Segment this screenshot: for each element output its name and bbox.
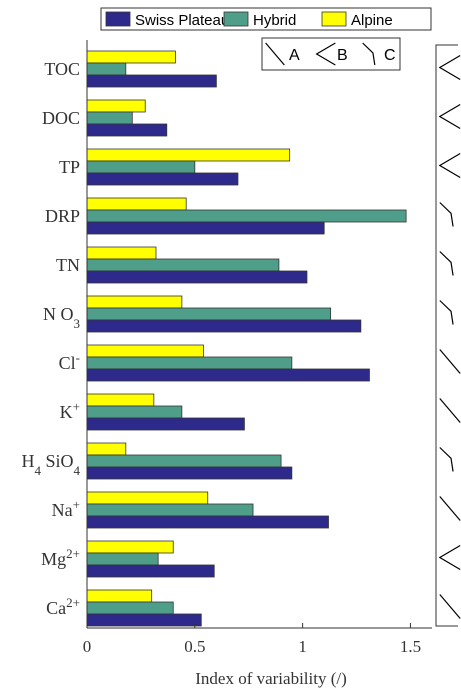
bar-swiss-plateau-na bbox=[86, 515, 329, 529]
bar-swiss-plateau-no3 bbox=[86, 319, 362, 333]
category-label-no3: N O3 bbox=[43, 304, 80, 331]
pattern-mark-k-icon bbox=[439, 398, 461, 423]
category-label-h4sio4: H4 SiO4 bbox=[21, 451, 80, 478]
plot-area: TOC DOC TP DRP TN N O3 Cl- K+ H4 SiO4 Na+ Mg2+ Ca2+… bbox=[21, 40, 432, 656]
bar-alpine-k bbox=[86, 393, 155, 407]
x-tick-label: 0 bbox=[83, 637, 92, 656]
category-label-drp: DRP bbox=[45, 206, 80, 226]
bar-swiss-plateau-mg2 bbox=[86, 564, 215, 578]
legend-label-alpine: Alpine bbox=[351, 12, 393, 29]
bar-hybrid-doc bbox=[86, 111, 133, 125]
category-label-doc: DOC bbox=[42, 108, 80, 128]
pattern-mark-mg2-icon bbox=[438, 544, 461, 571]
bar-swiss-plateau-tn bbox=[86, 270, 308, 284]
pattern-mark-h4sio4-icon bbox=[439, 447, 454, 472]
pattern-strip-frame bbox=[435, 44, 458, 627]
pattern-mark-ca2-icon bbox=[439, 594, 461, 619]
category-label-tn: TN bbox=[56, 255, 80, 275]
x-tick-label: 1.5 bbox=[400, 637, 421, 656]
bar-alpine-drp bbox=[86, 197, 187, 211]
category-label-ca2: Ca2+ bbox=[46, 595, 80, 619]
x-tick-label: 1 bbox=[298, 637, 307, 656]
x-tick-label: 0.5 bbox=[184, 637, 205, 656]
bar-hybrid-na bbox=[86, 503, 254, 517]
pattern-b-icon bbox=[315, 42, 336, 66]
pattern-mark-toc-icon bbox=[438, 54, 461, 81]
bar-swiss-plateau-h4sio4 bbox=[86, 466, 293, 480]
pattern-label-b: B bbox=[337, 47, 348, 64]
bar-alpine-cl bbox=[86, 344, 204, 358]
bar-alpine-mg2 bbox=[86, 540, 174, 554]
pattern-mark-na-icon bbox=[439, 496, 461, 521]
bar-swiss-plateau-tp bbox=[86, 172, 239, 186]
bar-alpine-na bbox=[86, 491, 209, 505]
bar-hybrid-cl bbox=[86, 356, 293, 370]
legend-swatch-swiss-plateau bbox=[105, 11, 131, 27]
legend-box bbox=[100, 7, 432, 31]
bar-alpine-tp bbox=[86, 148, 291, 162]
category-label-k: K+ bbox=[60, 399, 80, 423]
pattern-mark-doc-icon bbox=[438, 103, 461, 130]
legend-swatch-alpine bbox=[321, 11, 347, 27]
bar-swiss-plateau-toc bbox=[86, 74, 217, 88]
category-label-tp: TP bbox=[59, 157, 80, 177]
legend-label-hybrid: Hybrid bbox=[253, 12, 296, 29]
bar-hybrid-tp bbox=[86, 160, 196, 174]
pattern-mark-cl-icon bbox=[439, 349, 461, 374]
bar-hybrid-ca2 bbox=[86, 601, 174, 615]
pattern-label-c: C bbox=[384, 47, 396, 64]
bar-swiss-plateau-cl bbox=[86, 368, 370, 382]
pattern-mark-tn-icon bbox=[439, 251, 454, 276]
bar-hybrid-k bbox=[86, 405, 183, 419]
bar-alpine-h4sio4 bbox=[86, 442, 127, 456]
bar-alpine-doc bbox=[86, 99, 146, 113]
pattern-strip bbox=[435, 44, 461, 627]
pattern-c-icon bbox=[362, 42, 376, 66]
bar-alpine-tn bbox=[86, 246, 157, 260]
legend-swatch-hybrid bbox=[223, 11, 249, 27]
legend-label-swiss-plateau: Swiss Plateau bbox=[135, 12, 229, 29]
pattern-legend-box bbox=[261, 37, 401, 71]
category-label-toc: TOC bbox=[44, 59, 80, 79]
category-label-cl: Cl- bbox=[59, 350, 80, 374]
category-label-na: Na+ bbox=[52, 497, 80, 521]
x-axis-label: Index of variability (/) bbox=[195, 669, 347, 688]
legend: Swiss Plateau Hybrid Alpine bbox=[100, 7, 432, 31]
pattern-legend: A B C bbox=[261, 37, 401, 71]
bar-swiss-plateau-ca2 bbox=[86, 613, 202, 627]
bar-hybrid-tn bbox=[86, 258, 280, 272]
pattern-label-a: A bbox=[289, 47, 300, 64]
pattern-mark-drp-icon bbox=[439, 202, 454, 227]
category-label-mg2: Mg2+ bbox=[41, 546, 80, 570]
bar-alpine-toc bbox=[86, 50, 176, 64]
bar-alpine-no3 bbox=[86, 295, 183, 309]
pattern-mark-no3-icon bbox=[439, 300, 454, 325]
bar-swiss-plateau-drp bbox=[86, 221, 325, 235]
bar-swiss-plateau-doc bbox=[86, 123, 168, 137]
bar-hybrid-toc bbox=[86, 62, 127, 76]
bar-hybrid-no3 bbox=[86, 307, 332, 321]
pattern-mark-tp-icon bbox=[438, 152, 461, 179]
pattern-a-icon bbox=[265, 42, 285, 66]
bar-alpine-ca2 bbox=[86, 589, 153, 603]
bar-hybrid-mg2 bbox=[86, 552, 159, 566]
bar-swiss-plateau-k bbox=[86, 417, 245, 431]
bar-hybrid-h4sio4 bbox=[86, 454, 282, 468]
bar-hybrid-drp bbox=[86, 209, 407, 223]
